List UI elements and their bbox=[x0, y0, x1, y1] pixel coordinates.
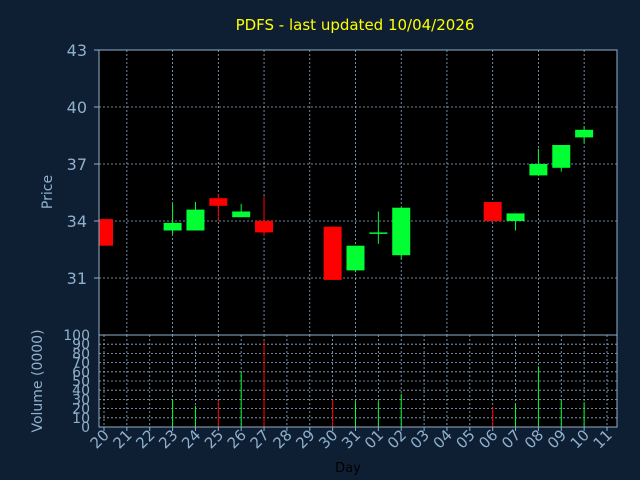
day-axis-label: Day bbox=[335, 461, 361, 476]
volume-tick-label: 20 bbox=[72, 402, 90, 418]
candle-body bbox=[575, 129, 594, 138]
price-tick-label: 34 bbox=[67, 212, 87, 231]
candle-body bbox=[163, 222, 182, 231]
candle-body bbox=[99, 219, 113, 246]
volume-axis-label: Volume (0000) bbox=[30, 329, 46, 432]
volume-tick-label: 10 bbox=[72, 411, 90, 427]
candle-body bbox=[529, 164, 548, 176]
candle-body bbox=[186, 209, 205, 231]
volume-tick-label: 40 bbox=[72, 383, 90, 399]
day-tick-labels: 2021222324252627282930310102030405060708… bbox=[87, 426, 616, 452]
price-plot-area bbox=[99, 50, 617, 335]
candle-body bbox=[392, 207, 411, 256]
candle-body bbox=[255, 221, 274, 233]
volume-tick-label: 50 bbox=[72, 374, 90, 390]
candlestick-series bbox=[99, 126, 594, 280]
volume-series bbox=[172, 341, 585, 427]
day-tick-label: 11 bbox=[590, 426, 616, 452]
candle-body bbox=[232, 211, 251, 218]
price-tick-label: 43 bbox=[67, 41, 87, 60]
price-tick-label: 40 bbox=[67, 98, 87, 117]
candle-body bbox=[209, 198, 228, 206]
volume-plot-frame bbox=[98, 334, 618, 428]
candle-body bbox=[369, 232, 388, 234]
volume-tick-label: 90 bbox=[72, 337, 90, 353]
volume-tick-label: 60 bbox=[72, 365, 90, 381]
volume-tick-label: 70 bbox=[72, 356, 90, 372]
volume-tick-label: 80 bbox=[72, 346, 90, 362]
chart-title: PDFS - last updated 10/04/2026 bbox=[236, 16, 475, 34]
candle-body bbox=[323, 226, 342, 280]
candle-body bbox=[552, 145, 571, 168]
price-tick-label: 31 bbox=[67, 269, 87, 288]
volume-tick-label: 30 bbox=[72, 392, 90, 408]
price-tick-labels: 31 34 37 40 43 bbox=[67, 41, 99, 288]
volume-tick-label: 100 bbox=[63, 328, 90, 344]
price-axis-label: Price bbox=[40, 175, 56, 209]
candle-body bbox=[483, 202, 502, 221]
candle-body bbox=[506, 213, 525, 221]
volume-tick-label: 0 bbox=[81, 420, 90, 436]
candle-body bbox=[346, 245, 365, 271]
price-tick-label: 37 bbox=[67, 155, 87, 174]
volume-plot-area bbox=[99, 335, 617, 427]
price-grid bbox=[99, 50, 617, 335]
